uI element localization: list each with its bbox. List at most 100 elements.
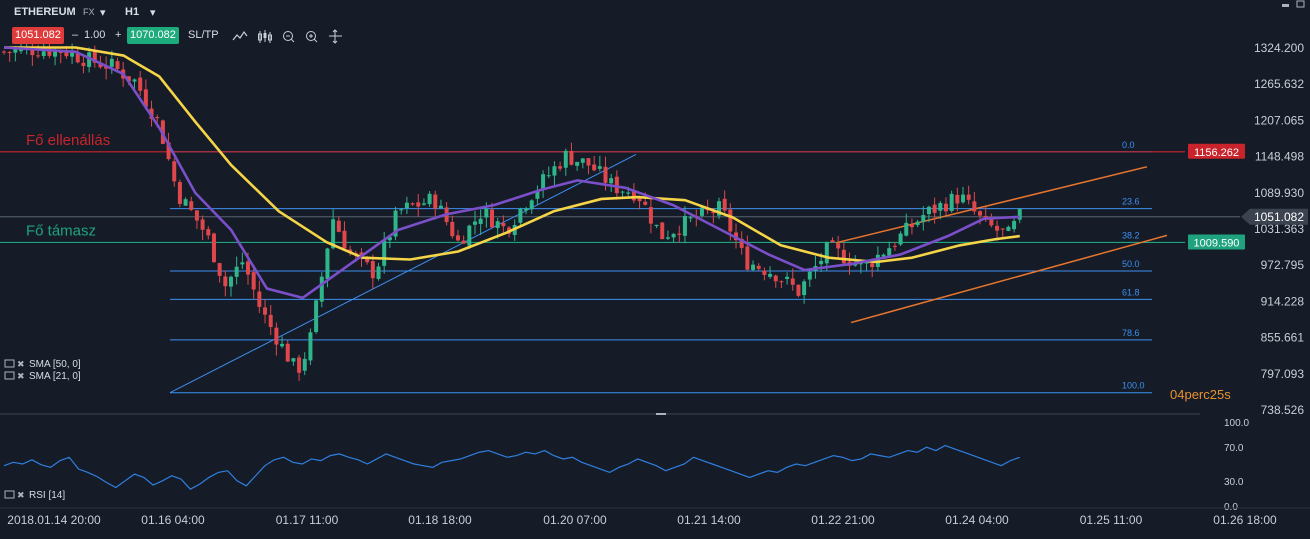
candle-body: [682, 215, 687, 236]
candle-body: [904, 222, 909, 236]
candle-body: [569, 151, 574, 165]
moving-averages: [3, 46, 1020, 300]
candle-body: [1000, 228, 1005, 230]
candle-body: [563, 150, 568, 168]
candle-body: [824, 242, 829, 264]
candle-body: [785, 276, 790, 279]
candle-body: [711, 211, 716, 214]
candle-body: [274, 327, 279, 345]
maximize-icon[interactable]: [1296, 0, 1306, 8]
candle-body: [1012, 220, 1017, 230]
candle-body: [280, 343, 285, 347]
candle-body: [98, 64, 103, 68]
candle-body: [194, 210, 199, 221]
candle-body: [410, 203, 415, 205]
candle-body: [455, 235, 460, 241]
fib-level-label: 38.2: [1122, 230, 1140, 240]
candle-body: [314, 300, 319, 332]
candle-body: [665, 237, 670, 239]
indicator-legends[interactable]: ✖ SMA [50, 0] ✖ SMA [21, 0]: [4, 359, 81, 382]
candle-body: [149, 108, 154, 119]
candle-body: [376, 266, 381, 279]
close-icon: ✖: [17, 371, 25, 381]
candle-body: [36, 55, 41, 57]
candle-body: [484, 208, 489, 218]
price-tick-label: 1207.065: [1254, 113, 1304, 127]
support-resistance-levels[interactable]: Fő ellenállás Fő támasz: [0, 132, 1240, 244]
candle-body: [478, 218, 483, 224]
chevron-down-icon[interactable]: ▾: [100, 7, 106, 19]
uptrend-line: [169, 153, 637, 394]
minimize-icon[interactable]: [1281, 0, 1291, 8]
indicator-label: SMA [21, 0]: [29, 371, 81, 382]
rsi-line: [3, 444, 1020, 490]
candle-body: [586, 158, 591, 166]
candle-chart-icon[interactable]: [258, 30, 272, 43]
candle-body: [387, 237, 392, 241]
candle-body: [518, 208, 523, 223]
timeframe-selector[interactable]: H1: [125, 6, 140, 18]
time-axis[interactable]: 2018.01.14 20:00 01.16 04:00 01.17 11:00 01…: [0, 507, 1310, 527]
candle-body: [898, 233, 903, 245]
candle-body: [53, 49, 58, 57]
candle-body: [172, 161, 177, 182]
countdown-number1: 04: [1170, 387, 1184, 402]
candle-body: [864, 262, 869, 264]
qty-plus-button[interactable]: +: [115, 29, 122, 41]
candle-body: [524, 208, 529, 211]
candle-body: [955, 194, 960, 204]
candle-body: [660, 222, 665, 240]
candle-body: [308, 332, 313, 361]
candle-body: [915, 221, 920, 226]
crosshair-icon[interactable]: [329, 29, 342, 44]
candle-body: [47, 48, 52, 56]
time-tick-label: 01.18 18:00: [408, 513, 472, 527]
candle-body: [263, 307, 268, 315]
quantity-input[interactable]: 1.00: [84, 29, 106, 41]
line-chart-icon[interactable]: [232, 30, 248, 41]
countdown-number2: 25: [1210, 387, 1224, 402]
price-axis[interactable]: 1324.200 1265.632 1207.065 1148.498 1089.930…: [1254, 41, 1304, 417]
candle-body: [246, 261, 251, 275]
sell-price-button[interactable]: 1051.082: [12, 27, 64, 44]
candle-body: [427, 193, 432, 205]
trend-lines[interactable]: [169, 153, 1168, 394]
candle-body: [978, 211, 983, 216]
zoom-out-icon[interactable]: [283, 31, 295, 43]
qty-minus-button[interactable]: –: [72, 29, 79, 41]
fib-level-label: 0.0: [1122, 140, 1135, 150]
candle-body: [115, 61, 120, 69]
buy-price-button[interactable]: 1070.082: [127, 27, 179, 44]
candle-body: [648, 207, 653, 224]
candle-body: [189, 201, 194, 210]
candle-body: [597, 166, 602, 169]
candle-body: [268, 314, 273, 328]
candle-body: [909, 224, 914, 228]
candle-body: [359, 252, 364, 257]
countdown-unit1: perc: [1184, 387, 1210, 402]
price-tick-label: 1324.200: [1254, 41, 1304, 55]
zoom-in-icon[interactable]: [306, 31, 318, 43]
level-label: Fő támasz: [26, 222, 96, 239]
candle-body: [626, 192, 631, 194]
market-label[interactable]: FX: [83, 7, 95, 17]
candle-body: [75, 53, 80, 63]
sma-line: [4, 46, 1020, 264]
indicator-settings-icon: [4, 490, 15, 499]
indicator-settings-icon: [4, 359, 15, 368]
candle-body: [983, 216, 988, 218]
chevron-down-icon[interactable]: ▾: [150, 7, 156, 19]
fib-level-label: 61.8: [1122, 287, 1140, 297]
symbol-selector[interactable]: ETHEREUM: [14, 6, 76, 18]
candle-body: [989, 218, 994, 226]
candle-body: [819, 260, 824, 265]
sltp-button[interactable]: SL/TP: [188, 29, 219, 41]
candle-body: [472, 221, 477, 225]
time-tick-label: 01.24 04:00: [945, 513, 1009, 527]
candle-body: [966, 194, 971, 200]
candle-body: [399, 209, 404, 211]
candle-body: [177, 182, 182, 204]
candle-body: [892, 245, 897, 247]
